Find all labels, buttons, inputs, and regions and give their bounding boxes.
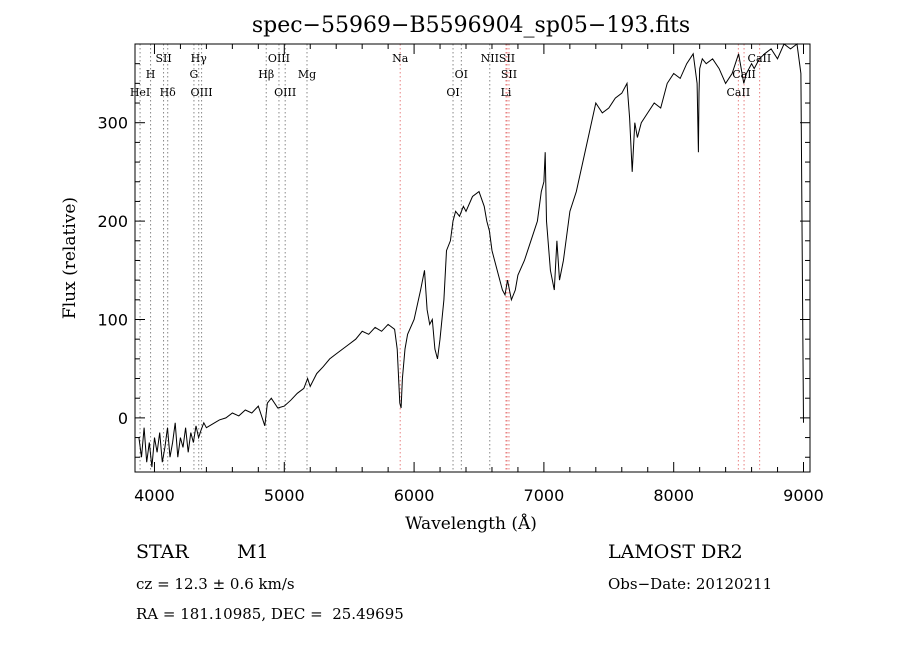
- x-tick-label: 6000: [394, 486, 435, 505]
- x-tick-label: 8000: [653, 486, 694, 505]
- spectral-line-label: SII: [499, 52, 515, 65]
- y-tick-label: 100: [97, 310, 128, 329]
- spectral-line-label: SII: [155, 52, 171, 65]
- spectral-line-label: Mg: [298, 68, 316, 81]
- x-axis-label: Wavelength (Å): [405, 513, 537, 534]
- spectral-line-markers: [139, 44, 761, 472]
- x-tick-label: 9000: [783, 486, 824, 505]
- x-tick-label: 5000: [264, 486, 305, 505]
- obs-date: Obs−Date: 20120211: [608, 575, 773, 593]
- spectral-line-label: OI: [455, 68, 468, 81]
- spectrum-line: [138, 43, 804, 468]
- x-tick-label: 4000: [134, 486, 175, 505]
- spectral-line-label: HeI: [130, 86, 150, 99]
- spectral-line-label: OIII: [274, 86, 296, 99]
- spectral-line-label: OIII: [191, 86, 213, 99]
- spectral-line-label: Hβ: [258, 68, 274, 81]
- spectral-line-label: NII: [481, 52, 499, 65]
- y-axis-label: Flux (relative): [60, 197, 80, 319]
- object-subclass: M1: [237, 541, 269, 563]
- redshift-cz: cz = 12.3 ± 0.6 km/s: [136, 575, 295, 593]
- object-class: STAR: [136, 541, 189, 563]
- x-tick-label: 7000: [524, 486, 565, 505]
- spectral-line-label: Li: [501, 86, 512, 99]
- spectral-line-label: G: [190, 68, 199, 81]
- coordinates: RA = 181.10985, DEC = 25.49695: [136, 605, 404, 623]
- y-tick-label: 200: [97, 212, 128, 231]
- spectral-line-label: Hδ: [160, 86, 177, 99]
- spectral-line-label: OIII: [268, 52, 290, 65]
- spectral-line-label: CaII: [732, 68, 756, 81]
- chart-title: spec−55969−B5596904_sp05−193.fits: [252, 13, 690, 38]
- spectral-line-label: Na: [392, 52, 409, 65]
- y-tick-label: 300: [97, 114, 128, 133]
- x-axis-ticks: 4000 5000 6000 7000 8000 9000: [134, 44, 824, 505]
- plot-frame: [134, 43, 811, 473]
- spectral-line-label: H: [146, 68, 156, 81]
- spectral-line-label: CaII: [727, 86, 751, 99]
- y-tick-label: 0: [118, 409, 128, 428]
- spectral-line-label: Hγ: [191, 52, 208, 65]
- survey-name: LAMOST DR2: [608, 541, 743, 563]
- spectral-line-label: OI: [446, 86, 459, 99]
- spectral-line-label: SII: [501, 68, 517, 81]
- y-axis-ticks: 0 100 200 300: [97, 43, 810, 458]
